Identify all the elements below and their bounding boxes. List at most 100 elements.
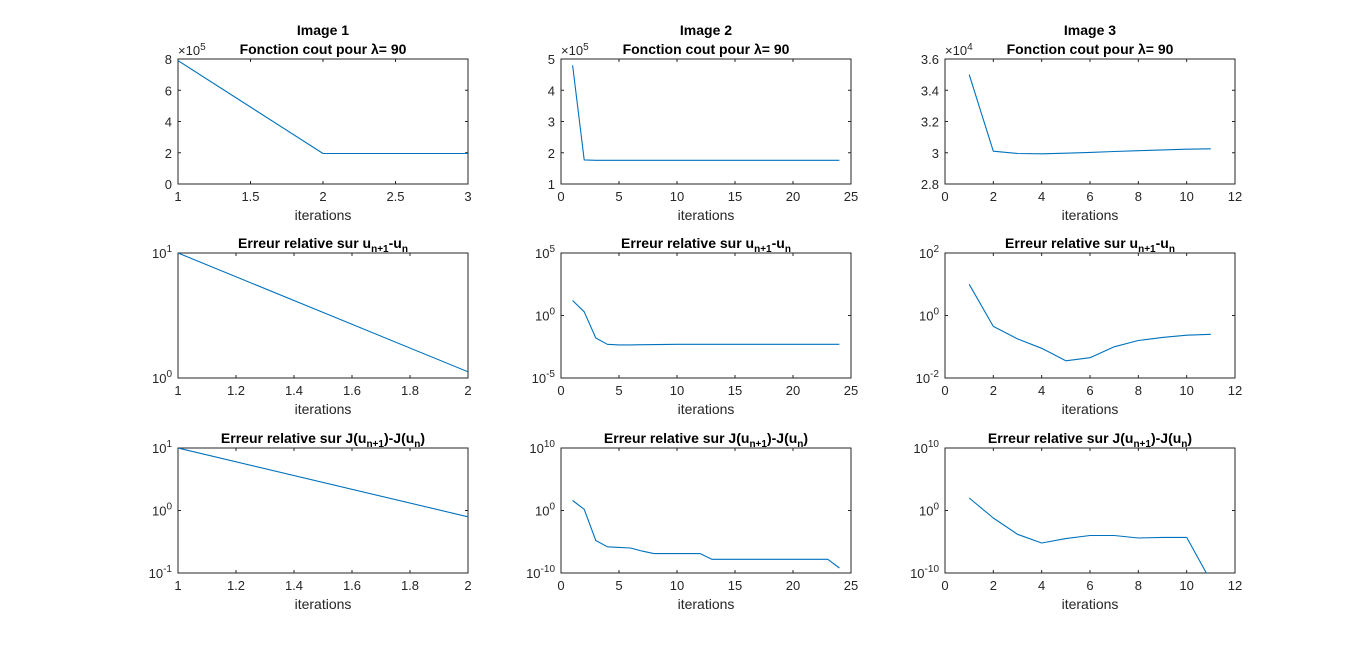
x-axis-label: iterations: [678, 207, 735, 223]
series-line: [178, 60, 468, 155]
y-tick-label: 100: [535, 307, 555, 324]
plot-title: Erreur relative sur J(un+1)-J(un): [221, 430, 425, 450]
subplot-5: Erreur relative sur un+1-un 0 5 10 15 20 25 ite…: [532, 235, 859, 417]
series-line: [572, 65, 840, 161]
x-tick-label: 12: [1228, 578, 1242, 593]
y-tick-label: 5: [548, 52, 555, 67]
series-line: [572, 500, 840, 569]
subplot-9: Erreur relative sur J(un+1)-J(un) 0 2 4 6 8 10…: [910, 430, 1242, 612]
y-tick-label: 1010: [529, 439, 555, 456]
x-tick-label: 0: [941, 383, 948, 398]
x-tick-label: 25: [844, 383, 858, 398]
x-tick-label: 0: [941, 578, 948, 593]
series-line: [968, 497, 1207, 573]
plot-title: Erreur relative sur un+1-un: [238, 235, 408, 255]
axes-box: [177, 252, 469, 379]
x-tick-label: 2: [464, 578, 471, 593]
y-tick-label: 0: [165, 177, 172, 192]
plot-title: Erreur relative sur J(un+1)-J(un): [988, 430, 1192, 450]
subplot-4: Erreur relative sur un+1-un 1 1.2 1.4 1.6 1.8…: [152, 235, 472, 417]
axes-box: [177, 447, 469, 574]
x-axis-label: iterations: [1062, 401, 1119, 417]
x-tick-label: 10: [1179, 578, 1193, 593]
plot-title: Fonction cout pour λ= 90: [623, 41, 790, 57]
x-tick-label: 1.6: [343, 383, 361, 398]
x-tick-label: 5: [615, 578, 622, 593]
x-tick-label: 8: [1135, 383, 1142, 398]
y-exponent-label: ×105: [561, 42, 589, 58]
x-tick-label: 6: [1086, 578, 1093, 593]
plot-title: Fonction cout pour λ= 90: [240, 41, 407, 57]
y-tick-label: 6: [165, 83, 172, 98]
x-tick-label: 0: [557, 189, 564, 204]
x-tick-label: 10: [670, 578, 684, 593]
subplot-1: Image 1 Fonction cout pour λ= 90 1 1.5 2 2.5 3…: [165, 22, 472, 223]
axes-box: [560, 252, 852, 379]
y-tick-label: 1: [548, 177, 555, 192]
plot-title: Image 3: [1064, 22, 1116, 38]
x-axis-label: iterations: [678, 596, 735, 612]
y-tick-label: 102: [919, 244, 939, 261]
x-tick-label: 12: [1228, 383, 1242, 398]
y-tick-label: 3.6: [921, 52, 939, 67]
subplot-7: Erreur relative sur J(un+1)-J(un) 1 1.2 1.4…: [149, 430, 472, 612]
y-tick-label: 4: [165, 115, 172, 130]
series-line: [178, 253, 468, 373]
x-tick-label: 8: [1135, 189, 1142, 204]
x-tick-label: 15: [728, 383, 742, 398]
series-line: [968, 74, 1211, 155]
plot-title: Image 1: [297, 22, 349, 38]
y-tick-label: 4: [548, 83, 555, 98]
x-tick-label: 4: [1038, 189, 1045, 204]
series-line: [968, 284, 1211, 362]
x-tick-label: 6: [1086, 383, 1093, 398]
x-tick-label: 5: [615, 383, 622, 398]
x-axis-label: iterations: [1062, 207, 1119, 223]
x-tick-label: 1.5: [241, 189, 259, 204]
axes-box: [944, 447, 1236, 574]
x-tick-label: 12: [1228, 189, 1242, 204]
y-tick-label: 2.8: [921, 177, 939, 192]
y-tick-label: 8: [165, 52, 172, 67]
x-tick-label: 0: [941, 189, 948, 204]
x-tick-label: 1.6: [343, 578, 361, 593]
x-tick-label: 1.4: [285, 578, 303, 593]
plot-title: Erreur relative sur J(un+1)-J(un): [604, 430, 808, 450]
y-exponent-label: ×105: [178, 42, 206, 58]
x-tick-label: 1.2: [227, 578, 245, 593]
x-tick-label: 15: [728, 189, 742, 204]
axes-box: [944, 252, 1236, 379]
y-tick-label: 100: [152, 502, 172, 519]
y-tick-label: 100: [919, 502, 939, 519]
series-line: [178, 448, 468, 518]
x-axis-label: iterations: [295, 207, 352, 223]
y-tick-label: 101: [152, 244, 172, 261]
x-tick-label: 20: [786, 189, 800, 204]
axes-box: [560, 58, 852, 185]
plot-title: Image 2: [680, 22, 732, 38]
y-tick-label: 10-10: [526, 564, 555, 581]
subplot-3: Image 3 Fonction cout pour λ= 90 0 2 4 6 8 10 12…: [921, 22, 1242, 223]
y-tick-label: 100: [919, 307, 939, 324]
x-axis-label: iterations: [295, 596, 352, 612]
y-tick-label: 3: [932, 146, 939, 161]
x-tick-label: 2: [464, 383, 471, 398]
y-exponent-label: ×104: [945, 42, 973, 58]
y-tick-label: 2: [165, 146, 172, 161]
y-tick-label: 101: [152, 439, 172, 456]
x-tick-label: 1: [174, 578, 181, 593]
x-tick-label: 2: [990, 383, 997, 398]
y-tick-label: 2: [548, 146, 555, 161]
y-tick-label: 100: [152, 369, 172, 386]
subplot-6: Erreur relative sur un+1-un 0 2 4 6 8 10 12 iter…: [916, 235, 1243, 417]
x-tick-label: 4: [1038, 578, 1045, 593]
y-tick-label: 10-5: [532, 369, 556, 386]
y-tick-label: 10-1: [149, 564, 173, 581]
x-tick-label: 3: [464, 189, 471, 204]
x-tick-label: 2: [990, 189, 997, 204]
x-tick-label: 10: [1179, 189, 1193, 204]
axes-box: [177, 58, 469, 185]
series-line: [572, 300, 840, 346]
